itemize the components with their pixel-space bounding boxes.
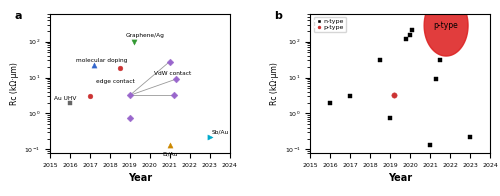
- Point: [170, 94, 177, 97]
- Point: [90, 64, 98, 67]
- Text: molecular doping: molecular doping: [76, 58, 128, 63]
- Point: [390, 94, 398, 97]
- Point: [86, 95, 94, 98]
- Point: [66, 102, 74, 105]
- Point: [166, 144, 173, 147]
- Text: b: b: [274, 11, 282, 21]
- Point: [166, 60, 173, 63]
- Point: [408, 29, 416, 32]
- Point: [126, 94, 134, 97]
- X-axis label: Year: Year: [388, 173, 412, 183]
- Point: [426, 144, 434, 147]
- Point: [386, 116, 394, 120]
- Point: [436, 59, 444, 62]
- Text: Sb/Au: Sb/Au: [212, 130, 229, 134]
- Point: [376, 59, 384, 62]
- Point: [326, 102, 334, 105]
- Point: [172, 78, 179, 81]
- Point: [406, 33, 414, 36]
- Text: edge contact: edge contact: [96, 79, 134, 84]
- Text: p-type: p-type: [434, 21, 458, 30]
- Y-axis label: Rc (kΩ·μm): Rc (kΩ·μm): [10, 62, 18, 105]
- Point: [126, 116, 134, 120]
- Point: [206, 136, 214, 139]
- Point: [116, 66, 124, 69]
- Point: [466, 136, 474, 139]
- Y-axis label: Rc (kΩ·μm): Rc (kΩ·μm): [270, 62, 279, 105]
- Text: a: a: [14, 11, 22, 21]
- X-axis label: Year: Year: [128, 173, 152, 183]
- Legend: n-type, p-type: n-type, p-type: [314, 17, 346, 32]
- Point: [402, 38, 410, 41]
- Point: [432, 78, 440, 81]
- Text: Graphene/Ag: Graphene/Ag: [126, 33, 164, 38]
- Text: Au UHV: Au UHV: [54, 96, 76, 101]
- Text: Bi/Au: Bi/Au: [162, 151, 178, 156]
- Polygon shape: [424, 0, 468, 56]
- Point: [346, 95, 354, 98]
- Point: [130, 40, 138, 43]
- Text: VdW contact: VdW contact: [154, 71, 191, 76]
